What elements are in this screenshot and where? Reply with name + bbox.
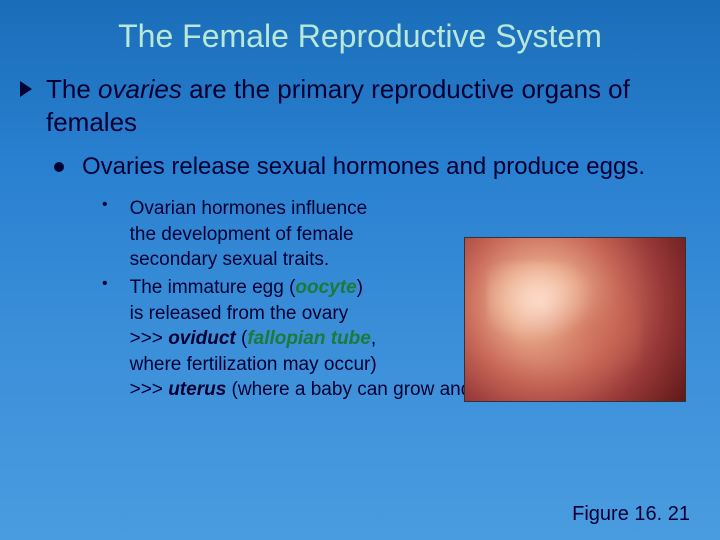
figure-image	[464, 237, 686, 402]
l3b-l3b: (	[236, 328, 248, 349]
arrow-bullet-icon	[20, 81, 32, 97]
l1-emph: ovaries	[98, 74, 182, 104]
l3b-l3c: ,	[371, 328, 376, 349]
term-oocyte: oocyte	[295, 277, 356, 298]
slide-title: The Female Reproductive System	[0, 0, 720, 63]
l3b-l5a: >>>	[130, 379, 169, 400]
l3b-l1b: )	[357, 277, 363, 298]
bullet-level1: The ovaries are the primary reproductive…	[20, 73, 700, 138]
level2-text: Ovaries release sexual hormones and prod…	[82, 152, 645, 182]
figure-caption: Figure 16. 21	[572, 503, 690, 526]
l3b-l1a: The immature egg (	[130, 277, 296, 298]
level3a-text: Ovarian hormones influence the developme…	[130, 196, 368, 273]
dot-bullet-icon: •	[102, 196, 108, 214]
term-uterus: uterus	[168, 379, 226, 400]
l3b-l2: is released from the ovary	[130, 303, 349, 324]
dot-bullet-icon: •	[102, 275, 108, 293]
bullet-level2: Ovaries release sexual hormones and prod…	[54, 152, 700, 182]
term-fallopian: fallopian tube	[247, 328, 371, 349]
level1-text: The ovaries are the primary reproductive…	[46, 73, 700, 138]
term-oviduct: oviduct	[168, 328, 236, 349]
l3a-l3: secondary sexual traits.	[130, 249, 330, 270]
l3a-l1: Ovarian hormones influence	[130, 198, 368, 219]
l3a-l2: the development of female	[130, 224, 354, 245]
l1-prefix: The	[46, 74, 98, 104]
l3b-l3a: >>>	[130, 328, 169, 349]
l3b-l4: where fertilization may occur)	[130, 354, 377, 375]
round-bullet-icon	[54, 162, 64, 172]
